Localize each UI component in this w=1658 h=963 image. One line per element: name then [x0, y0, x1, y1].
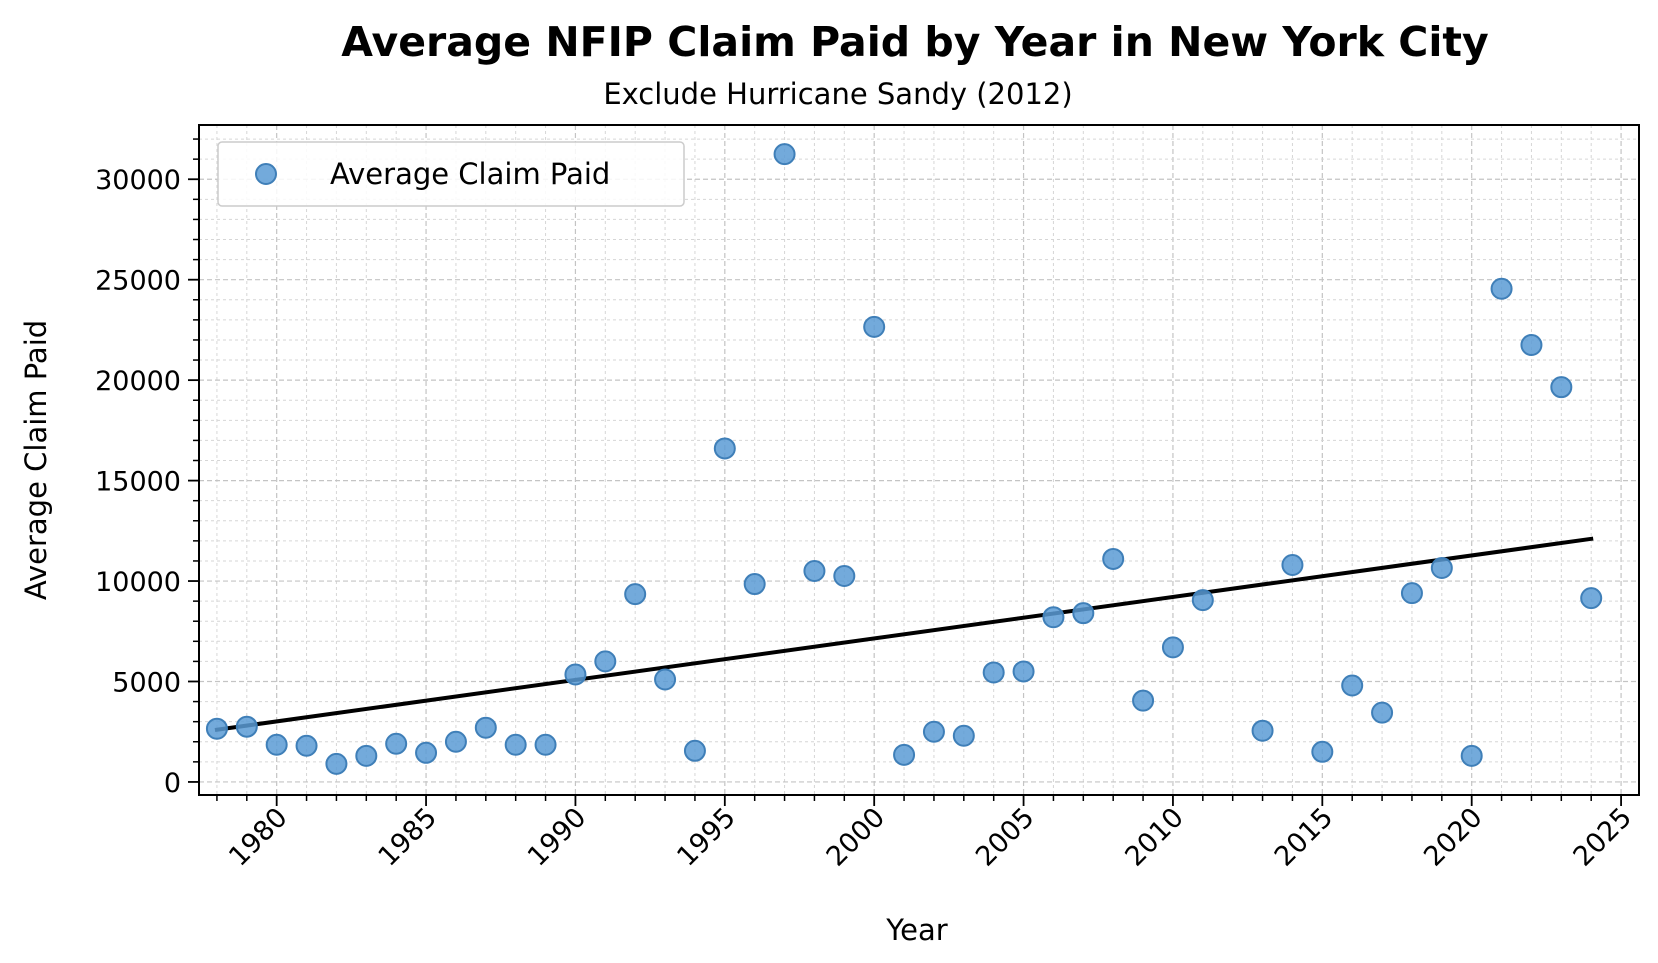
data-point [982, 661, 1005, 684]
data-point [1490, 277, 1513, 300]
trend-line-group [214, 536, 1594, 732]
scatter-points-group [205, 143, 1603, 775]
data-point [504, 733, 527, 756]
data-point [773, 143, 796, 166]
data-point [1430, 556, 1453, 579]
data-point [205, 717, 228, 740]
legend: Average Claim Paid [217, 141, 685, 207]
data-point [325, 752, 348, 775]
data-point [893, 743, 916, 766]
data-point [1191, 589, 1214, 612]
data-point [624, 583, 647, 606]
legend-box [217, 141, 685, 207]
y-tick-label: 25000 [95, 266, 181, 297]
data-point [594, 650, 617, 673]
y-tick-label: 15000 [95, 467, 181, 498]
data-point [265, 733, 288, 756]
data-point [1132, 689, 1155, 712]
y-tick-label: 20000 [95, 366, 181, 397]
data-point [444, 730, 467, 753]
data-point [713, 437, 736, 460]
data-point [1281, 553, 1304, 576]
data-point [235, 715, 258, 738]
data-point [385, 732, 408, 755]
legend-label: Average Claim Paid [330, 157, 610, 191]
x-axis-label: Year [885, 913, 947, 947]
data-point [654, 668, 677, 691]
data-point [1400, 582, 1423, 605]
data-point [1580, 587, 1603, 610]
trend-line [214, 536, 1594, 732]
data-point [355, 744, 378, 767]
data-point [1550, 376, 1573, 399]
data-point [683, 739, 706, 762]
data-point [952, 724, 975, 747]
y-axis-label: Average Claim Paid [19, 320, 53, 600]
data-point [803, 559, 826, 582]
data-point [474, 716, 497, 739]
data-point [564, 663, 587, 686]
data-point [1341, 674, 1364, 697]
data-point [1520, 333, 1543, 356]
y-tick-label: 5000 [112, 667, 181, 698]
data-point [1371, 701, 1394, 724]
data-point [1311, 740, 1334, 763]
data-point [833, 565, 856, 588]
data-point [922, 720, 945, 743]
data-point [534, 733, 557, 756]
y-axis: 0 5000 10000 15000 20000 25000 30000 [95, 138, 199, 799]
data-point [743, 573, 766, 596]
data-point [295, 734, 318, 757]
data-point [863, 315, 886, 338]
data-point [1072, 602, 1095, 625]
y-tick-label: 10000 [95, 567, 181, 598]
data-point [1042, 606, 1065, 629]
data-point [415, 741, 438, 764]
chart-subtitle: Exclude Hurricane Sandy (2012) [603, 77, 1072, 111]
y-tick-label: 30000 [95, 165, 181, 196]
data-point [1102, 547, 1125, 570]
data-point [1251, 719, 1274, 742]
y-tick-label: 0 [164, 768, 181, 799]
data-point [1012, 660, 1035, 683]
data-point [1161, 636, 1184, 659]
legend-marker [255, 163, 277, 185]
data-point [1460, 744, 1483, 767]
chart-title: Average NFIP Claim Paid by Year in New Y… [341, 18, 1489, 66]
